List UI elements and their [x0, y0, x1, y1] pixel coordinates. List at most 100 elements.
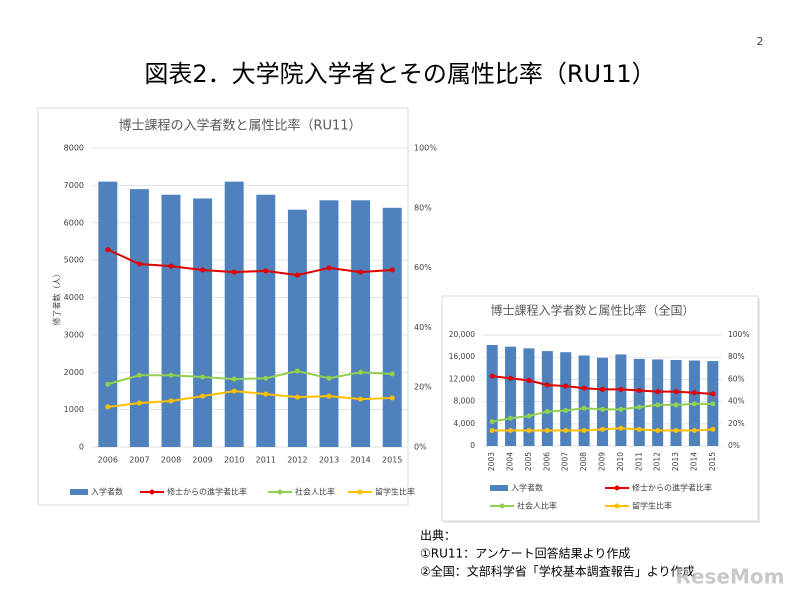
line	[107, 390, 393, 408]
x-tick-label: 2013	[319, 456, 339, 465]
bar	[560, 352, 572, 446]
point	[105, 247, 111, 253]
legend-swatch	[70, 489, 88, 495]
point	[618, 386, 624, 392]
point	[263, 391, 269, 397]
x-tick-label: 2007	[129, 456, 149, 465]
x-tick-label: 2011	[256, 456, 276, 465]
point	[263, 375, 269, 381]
point	[326, 393, 332, 399]
legend-swatch	[614, 503, 620, 509]
x-tick-label: 2008	[161, 456, 181, 465]
point	[326, 375, 332, 381]
y2-tick-label: 80%	[414, 203, 432, 212]
point	[618, 425, 624, 431]
legend-label: 留学生比率	[375, 487, 415, 497]
point	[168, 372, 174, 378]
x-tick-label: 2009	[192, 456, 212, 465]
point	[231, 269, 237, 275]
point	[581, 427, 587, 433]
point	[168, 263, 174, 269]
y-tick-label: 1000	[64, 405, 84, 414]
bar	[319, 200, 339, 447]
bar	[523, 348, 535, 446]
point	[691, 401, 697, 407]
legend-label: 社会人比率	[295, 487, 335, 497]
point	[673, 389, 679, 395]
legend-label: 社会人比率	[517, 501, 557, 511]
point	[168, 398, 174, 404]
y-tick-label: 12,000	[449, 374, 475, 383]
point	[136, 261, 142, 267]
y-axis-label: 修了者数（人）	[52, 270, 62, 326]
y2-tick-label: 20%	[414, 383, 432, 392]
point	[673, 402, 679, 408]
chart-title: 博士課程入学者数と属性比率（全国）	[490, 303, 694, 318]
point	[563, 427, 569, 433]
y-tick-label: 4000	[64, 293, 84, 302]
point	[231, 376, 237, 382]
chart-title: 博士課程の入学者数と属性比率（RU11）	[118, 118, 361, 134]
point	[691, 390, 697, 396]
point	[710, 401, 716, 407]
x-tick-label: 2004	[506, 452, 515, 471]
x-tick-label: 2015	[708, 452, 717, 471]
point	[636, 404, 642, 410]
point	[544, 409, 550, 415]
bar	[129, 189, 149, 448]
y-tick-label: 0	[470, 441, 475, 450]
point	[691, 427, 697, 433]
x-tick-label: 2014	[689, 452, 698, 471]
point	[508, 415, 514, 421]
x-tick-label: 2009	[598, 452, 607, 471]
legend-swatch	[614, 485, 620, 491]
y-tick-label: 0	[79, 443, 84, 452]
bar	[505, 346, 517, 446]
point	[600, 426, 605, 432]
y-tick-label: 3000	[64, 330, 84, 339]
point	[136, 372, 142, 378]
point	[263, 268, 269, 274]
source-heading: 出典：	[420, 529, 456, 543]
bar	[351, 200, 371, 447]
legend-swatch	[277, 489, 283, 495]
y-tick-label: 6000	[64, 218, 84, 227]
point	[358, 396, 364, 402]
x-tick-label: 2006	[542, 452, 551, 471]
legend-label: 修士からの進学者比率	[632, 483, 712, 493]
bar	[287, 209, 307, 447]
y2-tick-label: 60%	[728, 374, 745, 383]
x-tick-label: 2012	[287, 456, 307, 465]
legend-label: 留学生比率	[632, 501, 672, 511]
x-tick-label: 2014	[350, 456, 370, 465]
x-tick-label: 2015	[382, 456, 402, 465]
legend-label: 入学者数	[91, 487, 123, 497]
point	[294, 394, 300, 400]
point	[489, 427, 495, 433]
bar	[193, 198, 213, 447]
point	[489, 373, 495, 379]
point	[655, 402, 661, 408]
point	[294, 272, 300, 278]
point	[600, 386, 605, 392]
point	[600, 406, 605, 412]
legend-swatch	[357, 489, 363, 495]
bar	[541, 351, 553, 446]
bar	[382, 207, 402, 447]
point	[358, 269, 364, 275]
y2-tick-label: 60%	[414, 263, 432, 272]
bar	[224, 181, 244, 447]
source-line: ②全国：文部科学省「学校基本調査報告」より作成	[420, 564, 695, 579]
y-tick-label: 20,000	[449, 330, 475, 339]
point	[526, 413, 532, 419]
point	[618, 406, 624, 412]
line	[107, 248, 393, 277]
point	[136, 400, 142, 406]
bar	[578, 355, 590, 446]
point	[200, 267, 206, 273]
bar	[633, 358, 645, 446]
y2-tick-label: 0%	[728, 441, 740, 450]
legend-swatch	[490, 485, 508, 491]
point	[526, 427, 532, 433]
